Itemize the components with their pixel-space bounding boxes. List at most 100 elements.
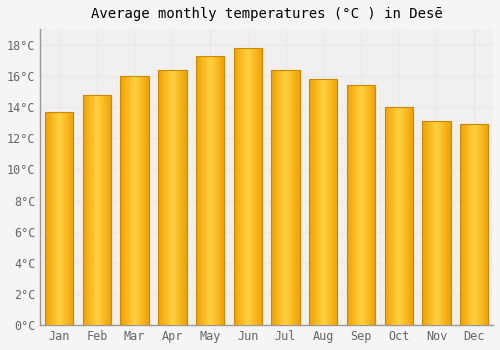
Bar <box>236 48 237 325</box>
Bar <box>89 94 90 325</box>
Bar <box>282 70 284 325</box>
Bar <box>280 70 281 325</box>
Bar <box>392 107 393 325</box>
Bar <box>299 70 300 325</box>
Bar <box>216 56 217 325</box>
Bar <box>87 94 88 325</box>
Bar <box>387 107 388 325</box>
Bar <box>441 121 442 325</box>
Bar <box>479 124 480 325</box>
Bar <box>317 79 318 325</box>
Bar <box>432 121 433 325</box>
Bar <box>175 70 176 325</box>
Bar <box>463 124 464 325</box>
Bar <box>234 48 235 325</box>
Bar <box>443 121 444 325</box>
Bar <box>386 107 387 325</box>
Bar <box>398 107 399 325</box>
Bar <box>127 76 128 325</box>
Bar <box>485 124 486 325</box>
Bar <box>176 70 177 325</box>
Bar <box>347 85 348 325</box>
Bar <box>398 107 400 325</box>
Bar <box>275 70 276 325</box>
Bar <box>390 107 392 325</box>
Bar <box>209 56 210 325</box>
Bar <box>440 121 442 325</box>
Bar <box>461 124 462 325</box>
Bar <box>211 56 212 325</box>
Bar <box>98 94 99 325</box>
Bar <box>261 48 262 325</box>
Bar <box>246 48 247 325</box>
Bar <box>93 94 94 325</box>
Bar <box>389 107 390 325</box>
Bar <box>405 107 406 325</box>
Bar <box>350 85 351 325</box>
Bar <box>274 70 275 325</box>
Bar <box>73 112 74 325</box>
Bar <box>129 76 130 325</box>
Bar <box>206 56 207 325</box>
Bar <box>478 124 479 325</box>
Bar <box>278 70 279 325</box>
Bar <box>208 56 209 325</box>
Bar <box>448 121 450 325</box>
Bar <box>171 70 172 325</box>
Bar <box>234 48 262 325</box>
Bar <box>83 94 84 325</box>
Bar <box>289 70 290 325</box>
Bar <box>221 56 222 325</box>
Bar <box>447 121 448 325</box>
Bar <box>432 121 433 325</box>
Bar <box>69 112 70 325</box>
Bar <box>70 112 71 325</box>
Bar <box>202 56 203 325</box>
Bar <box>218 56 219 325</box>
Bar <box>164 70 165 325</box>
Bar <box>238 48 239 325</box>
Bar <box>475 124 476 325</box>
Bar <box>170 70 171 325</box>
Bar <box>328 79 329 325</box>
Bar <box>468 124 469 325</box>
Bar <box>401 107 402 325</box>
Bar <box>437 121 438 325</box>
Bar <box>124 76 125 325</box>
Bar <box>324 79 325 325</box>
Bar <box>330 79 331 325</box>
Bar <box>297 70 298 325</box>
Bar <box>142 76 143 325</box>
Bar <box>291 70 292 325</box>
Bar <box>403 107 404 325</box>
Bar <box>406 107 407 325</box>
Bar <box>371 85 372 325</box>
Bar <box>207 56 208 325</box>
Bar <box>94 94 95 325</box>
Bar <box>120 76 149 325</box>
Bar <box>97 94 98 325</box>
Bar <box>55 112 56 325</box>
Bar <box>60 112 61 325</box>
Bar <box>252 48 253 325</box>
Bar <box>290 70 291 325</box>
Bar <box>385 107 386 325</box>
Bar <box>162 70 163 325</box>
Bar <box>88 94 89 325</box>
Bar <box>50 112 51 325</box>
Bar <box>363 85 364 325</box>
Bar <box>482 124 483 325</box>
Bar <box>336 79 337 325</box>
Bar <box>85 94 86 325</box>
Bar <box>66 112 68 325</box>
Bar <box>177 70 178 325</box>
Bar <box>391 107 392 325</box>
Bar <box>91 94 92 325</box>
Bar <box>120 76 121 325</box>
Bar <box>402 107 403 325</box>
Bar <box>143 76 144 325</box>
Bar <box>277 70 278 325</box>
Bar <box>58 112 59 325</box>
Bar <box>364 85 365 325</box>
Bar <box>183 70 184 325</box>
